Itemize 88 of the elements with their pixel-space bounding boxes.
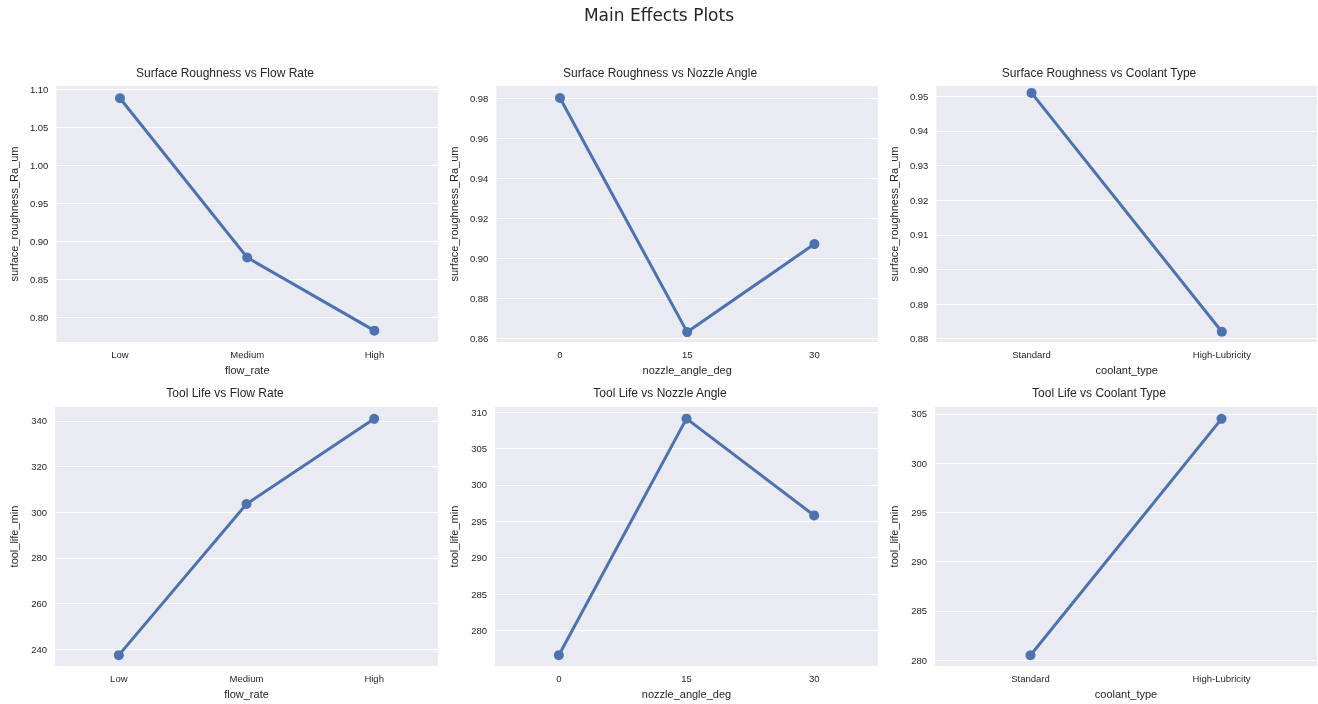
y-tick-label: 0.92 <box>469 212 489 224</box>
x-axis-title: flow_rate <box>224 363 270 376</box>
y-tick-label: 260 <box>31 598 47 610</box>
x-tick-label: High <box>364 348 385 360</box>
y-tick-label: 0.86 <box>469 332 489 344</box>
point <box>242 252 253 263</box>
y-tick-label: 295 <box>471 515 487 527</box>
x-tick-label: Low <box>111 348 129 360</box>
x-tick-label: Standard <box>1011 672 1050 684</box>
y-axis-title: surface_roughness_Ra_um <box>447 146 460 282</box>
point <box>809 510 820 521</box>
y-tick-label: 240 <box>31 643 47 655</box>
x-tick-label: Medium <box>229 672 264 684</box>
y-tick-label: 305 <box>911 408 927 420</box>
y-axis-title: tool_life_min <box>887 505 900 568</box>
y-tick-label: 310 <box>471 406 487 418</box>
point <box>113 650 124 661</box>
y-tick-label: 0.90 <box>909 263 929 275</box>
y-axis-title: tool_life_min <box>447 505 460 568</box>
y-tick-label: 0.94 <box>469 172 489 184</box>
y-tick-label: 280 <box>31 552 47 564</box>
y-tick-label: 0.91 <box>909 229 929 241</box>
point <box>369 325 380 336</box>
point <box>553 650 564 661</box>
chart-title: Surface Roughness vs Coolant Type <box>1001 66 1197 80</box>
x-tick-label: 30 <box>808 672 820 684</box>
y-axis-title: surface_roughness_Ra_um <box>887 146 900 282</box>
x-tick-label: 0 <box>557 348 563 360</box>
y-tick-label: 0.92 <box>909 194 929 206</box>
y-tick-label: 300 <box>471 479 487 491</box>
y-tick-label: 290 <box>911 556 927 568</box>
y-tick-label: 1.05 <box>29 121 49 133</box>
chart-title: Tool Life vs Nozzle Angle <box>593 386 728 400</box>
y-tick-label: 280 <box>471 624 487 636</box>
y-tick-label: 1.10 <box>29 83 49 95</box>
y-tick-label: 0.85 <box>29 274 49 286</box>
y-tick-label: 1.00 <box>29 159 49 171</box>
point <box>241 499 252 510</box>
y-tick-label: 0.88 <box>909 333 929 345</box>
y-tick-label: 0.95 <box>29 197 49 209</box>
x-axis-title: nozzle_angle_deg <box>641 687 732 700</box>
y-tick-label: 305 <box>471 442 487 454</box>
y-tick-label: 0.89 <box>909 298 929 310</box>
x-tick-label: 15 <box>681 348 693 360</box>
x-tick-label: High-Lubricity <box>1192 348 1252 360</box>
chart-title: Surface Roughness vs Flow Rate <box>135 66 315 80</box>
y-axis-title: surface_roughness_Ra_um <box>7 146 20 282</box>
x-tick-label: 0 <box>556 672 562 684</box>
point <box>809 239 820 250</box>
y-axis-title: tool_life_min <box>7 505 20 568</box>
y-tick-label: 0.93 <box>909 160 929 172</box>
chart-title: Tool Life vs Flow Rate <box>166 386 285 400</box>
y-tick-label: 295 <box>911 506 927 518</box>
y-tick-label: 0.98 <box>469 92 489 104</box>
x-tick-label: 15 <box>681 672 692 684</box>
y-tick-label: 300 <box>31 506 47 518</box>
x-tick-label: High <box>364 672 384 684</box>
y-tick-label: 0.96 <box>469 132 489 144</box>
y-tick-label: 0.90 <box>469 252 489 264</box>
y-tick-label: 340 <box>31 415 47 427</box>
x-tick-label: High-Lubricity <box>1192 672 1251 684</box>
text: Main Effects Plots <box>582 5 736 25</box>
chart-title: Surface Roughness vs Nozzle Angle <box>562 66 758 80</box>
y-tick-label: 0.90 <box>29 235 49 247</box>
point <box>555 93 565 103</box>
point <box>682 327 693 338</box>
point <box>681 413 692 424</box>
y-tick-label: 290 <box>471 552 487 564</box>
y-tick-label: 0.88 <box>469 292 489 304</box>
y-tick-label: 0.95 <box>909 90 929 102</box>
x-tick-label: Low <box>110 672 128 684</box>
x-axis-title: coolant_type <box>1094 687 1158 700</box>
x-tick-label: Medium <box>230 348 265 360</box>
x-axis-title: coolant_type <box>1095 363 1158 376</box>
x-tick-label: 30 <box>809 348 820 360</box>
y-tick-label: 280 <box>911 654 927 666</box>
y-tick-label: 285 <box>911 605 927 617</box>
y-tick-label: 320 <box>31 461 47 473</box>
y-tick-label: 0.80 <box>29 312 49 324</box>
x-axis-title: nozzle_angle_deg <box>642 363 732 376</box>
y-tick-label: 300 <box>911 457 927 469</box>
point <box>369 413 380 424</box>
y-tick-label: 0.94 <box>909 125 929 137</box>
point <box>115 93 125 104</box>
y-tick-label: 285 <box>471 588 487 600</box>
x-tick-label: Standard <box>1012 348 1051 360</box>
chart-title: Tool Life vs Coolant Type <box>1032 386 1167 400</box>
x-axis-title: flow_rate <box>224 687 269 700</box>
